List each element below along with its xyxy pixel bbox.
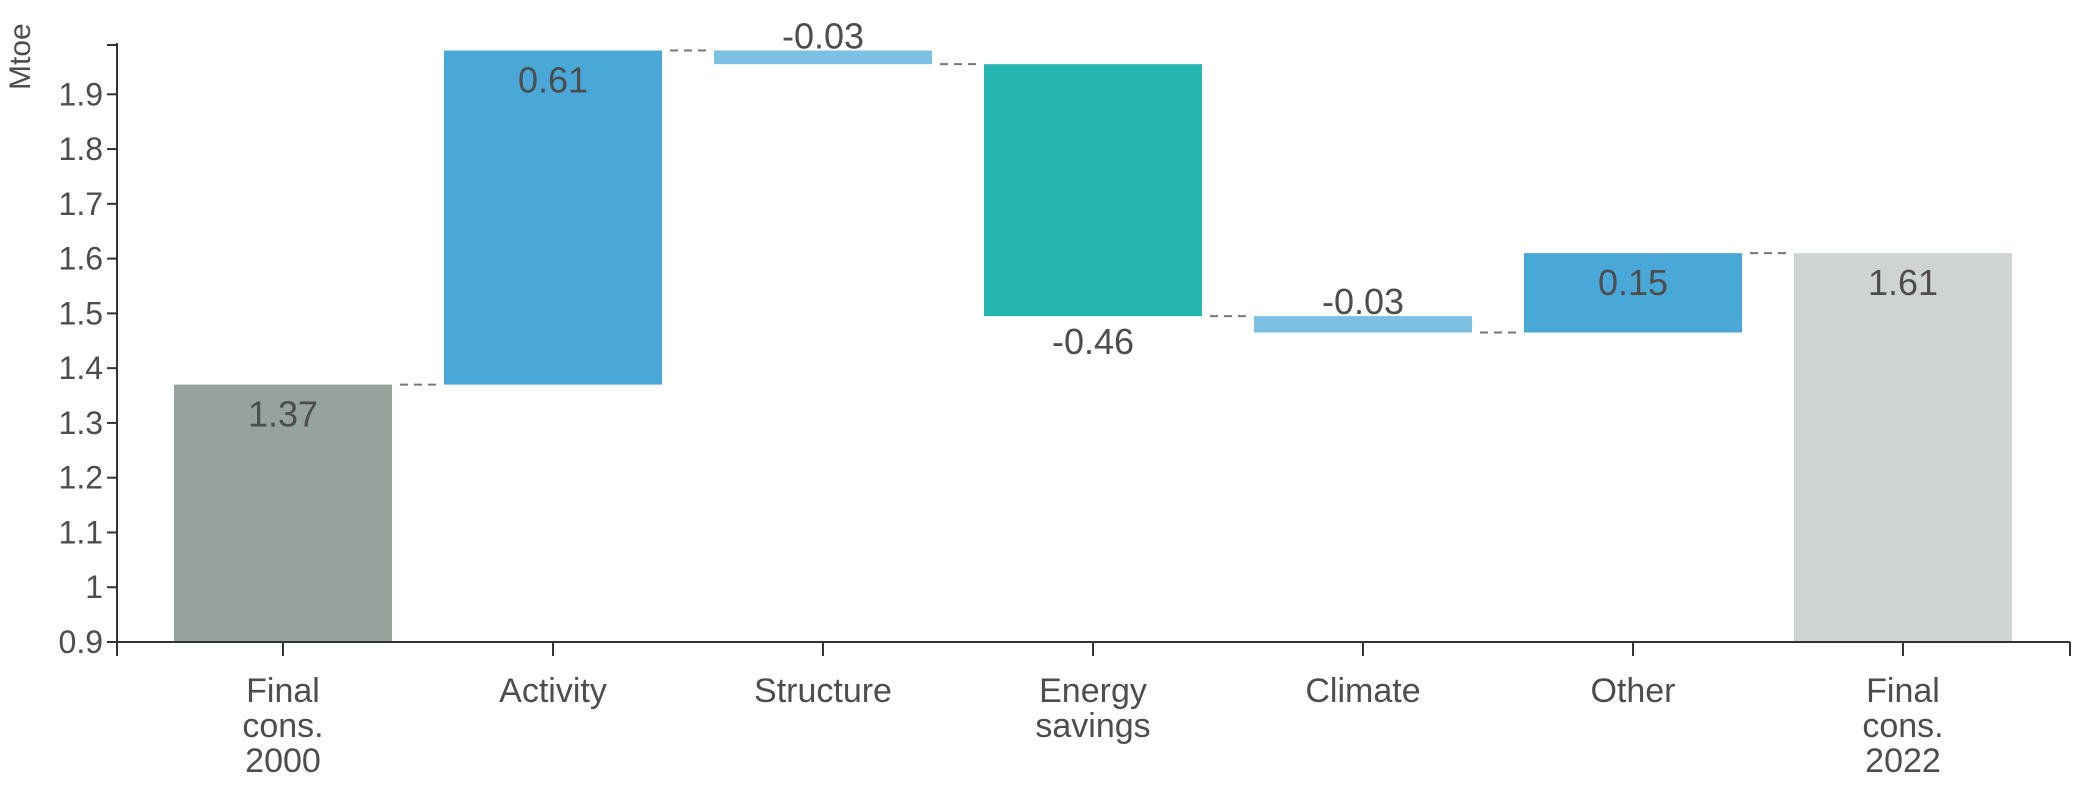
bar-climate <box>1254 316 1472 333</box>
x-tick-label-climate: Climate <box>1305 672 1420 710</box>
bar-energy-savings <box>984 64 1202 317</box>
x-tick-label-other: Other <box>1590 672 1675 710</box>
connectors-layer <box>400 49 1786 386</box>
y-tick-label: 1.4 <box>59 350 103 386</box>
data-label-structure: -0.03 <box>782 15 864 56</box>
y-tick-label: 1 <box>85 569 103 605</box>
bar-final-cons-2000 <box>174 384 392 642</box>
y-tick-label: 1.8 <box>59 131 103 167</box>
bar-final-cons-2022 <box>1794 253 2012 643</box>
y-tick-label: 1.7 <box>59 186 103 222</box>
bar-activity <box>444 50 662 385</box>
bars-layer <box>174 50 2012 643</box>
y-tick-label: 1.2 <box>59 460 103 496</box>
data-label-other: 0.15 <box>1598 262 1668 303</box>
y-tick-label: 1.3 <box>59 405 103 441</box>
data-label-energy-savings: -0.46 <box>1052 321 1134 362</box>
data-label-final-cons-2000: 1.37 <box>248 394 318 435</box>
bar-structure <box>714 50 932 65</box>
x-tick-label-final-cons-2022: Final cons. 2022 <box>1862 672 1943 780</box>
x-tick-label-activity: Activity <box>499 672 607 710</box>
y-tick-label: 1.5 <box>59 295 103 331</box>
x-tick-label-structure: Structure <box>754 672 892 710</box>
y-tick-label: 1.9 <box>59 76 103 112</box>
bar-other <box>1524 253 1742 333</box>
axes-layer <box>107 43 2071 656</box>
y-axis-title: Mtoe <box>4 23 37 90</box>
x-tick-label-final-cons-2000: Final cons. 2000 <box>242 672 323 780</box>
labels-layer: 1.37 0.61 -0.03 -0.46 -0.03 0.15 1.61 0.9 1 1.1 1.… <box>59 15 1944 780</box>
data-label-climate: -0.03 <box>1322 281 1404 322</box>
x-tick-label-energy-savings: Energy savings <box>1035 672 1150 745</box>
data-label-final-cons-2022: 1.61 <box>1868 262 1938 303</box>
y-tick-label: 0.9 <box>59 624 103 660</box>
y-tick-label: 1.6 <box>59 241 103 277</box>
y-tick-label: 1.1 <box>59 514 103 550</box>
data-label-activity: 0.61 <box>518 59 588 100</box>
